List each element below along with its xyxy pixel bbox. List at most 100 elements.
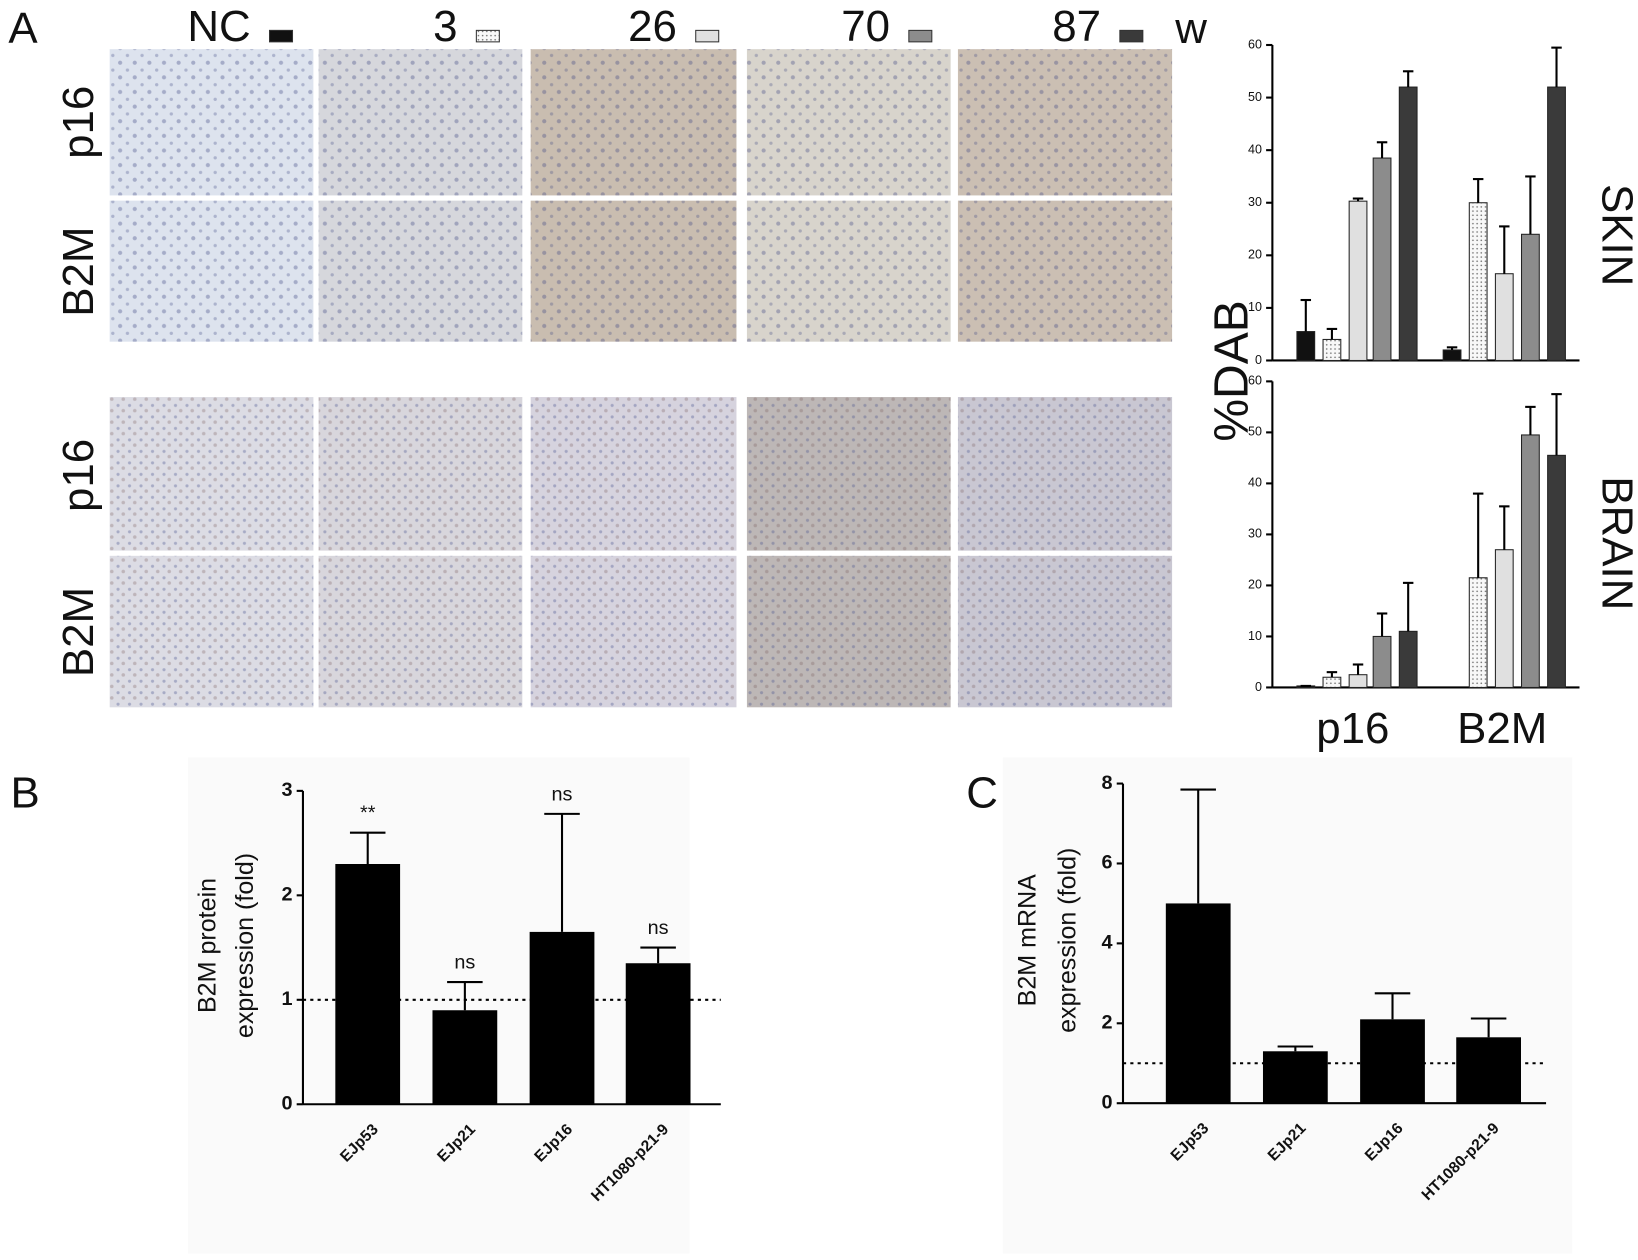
micrograph-texture	[109, 555, 314, 708]
y-tick-label: 40	[1248, 476, 1262, 490]
panel-b-background	[188, 757, 690, 1254]
y-tick-label: 50	[1248, 425, 1262, 439]
micrograph-texture	[318, 200, 523, 342]
bar	[1547, 86, 1566, 362]
row-label: B2M	[54, 227, 103, 317]
legend-label: 87	[1052, 2, 1101, 51]
legend-swatch	[475, 29, 500, 43]
y-tick-label: 10	[1248, 629, 1262, 643]
row-label: B2M	[54, 587, 103, 677]
bar	[625, 963, 691, 1105]
x-tick-label: p16	[1316, 704, 1389, 753]
micrograph-texture	[530, 200, 737, 342]
legend-swatch	[695, 29, 720, 43]
y-tick-label: 0	[281, 1093, 292, 1115]
micrograph-texture	[746, 200, 951, 342]
micrograph-texture	[530, 49, 737, 196]
legend-swatch	[268, 29, 294, 43]
row-label: p16	[54, 439, 103, 512]
bar	[1494, 273, 1514, 362]
micrograph-texture	[957, 200, 1173, 342]
y-tick-label: 40	[1248, 142, 1262, 156]
micrograph-texture	[957, 49, 1173, 196]
y-tick-label: 60	[1248, 37, 1262, 51]
legend-swatch	[908, 29, 933, 43]
bar	[1494, 549, 1514, 688]
micrograph-texture	[109, 397, 314, 551]
legend-swatch	[1119, 29, 1144, 43]
micrograph-texture	[109, 49, 314, 196]
y-tick-label: 2	[1102, 1012, 1113, 1034]
bar	[1360, 1019, 1425, 1104]
bar	[529, 931, 595, 1105]
panel-c-background	[1002, 757, 1573, 1254]
y-tick-label: 50	[1248, 90, 1262, 104]
y-tick-label: 8	[1102, 772, 1113, 794]
micrograph-texture	[530, 555, 737, 708]
significance-label: ns	[552, 783, 573, 805]
significance-label: **	[360, 802, 376, 824]
bar	[1547, 454, 1566, 688]
row-label: p16	[54, 86, 103, 159]
bar	[432, 1010, 498, 1105]
y-tick-label: 0	[1255, 353, 1262, 367]
y-tick-label: 0	[1255, 680, 1262, 694]
y-axis-label: expression (fold)	[231, 853, 259, 1038]
bar	[1322, 338, 1342, 362]
panel-label: A	[8, 4, 38, 53]
y-axis-label: expression (fold)	[1053, 848, 1081, 1033]
legend-label: 70	[841, 2, 890, 51]
y-tick-label: 20	[1248, 578, 1262, 592]
y-tick-label: 6	[1102, 852, 1113, 874]
y-axis-label: B2M protein	[194, 878, 222, 1013]
bar	[1348, 674, 1368, 688]
bar	[335, 864, 401, 1105]
bar	[1521, 434, 1540, 688]
bar	[1468, 202, 1488, 362]
micrograph-texture	[109, 200, 314, 342]
legend-label: 3	[433, 2, 457, 51]
y-axis-label: B2M mRNA	[1014, 874, 1042, 1007]
micrographs	[109, 49, 1173, 708]
y-tick-label: 0	[1102, 1091, 1113, 1113]
y-tick-label: 3	[281, 779, 292, 801]
bar	[1372, 635, 1392, 688]
y-tick-label: 20	[1248, 248, 1262, 262]
bar	[1456, 1037, 1521, 1104]
micrograph-texture	[746, 555, 951, 708]
significance-label: ns	[648, 917, 669, 939]
bar	[1398, 630, 1418, 688]
y-tick-label: 60	[1248, 374, 1262, 388]
bar	[1521, 233, 1540, 362]
micrograph-texture	[746, 397, 951, 551]
micrograph-texture	[318, 49, 523, 196]
legend-label: NC	[187, 2, 250, 51]
micrograph-texture	[746, 49, 951, 196]
significance-label: ns	[454, 951, 475, 973]
bar	[1322, 676, 1342, 688]
bar	[1262, 1051, 1328, 1104]
panel-label: B	[10, 769, 39, 818]
micrograph-texture	[318, 397, 523, 551]
x-tick-label: B2M	[1457, 704, 1547, 753]
panel-label: C	[966, 769, 998, 818]
bar	[1348, 200, 1368, 362]
micrograph-texture	[318, 555, 523, 708]
bar	[1468, 577, 1488, 688]
bar	[1165, 903, 1231, 1104]
y-tick-label: 10	[1248, 300, 1262, 314]
chart-title: SKIN	[1592, 184, 1638, 286]
y-tick-label: 30	[1248, 195, 1262, 209]
bar	[1442, 349, 1462, 362]
time-unit: w	[1174, 4, 1207, 53]
micrograph-texture	[957, 555, 1173, 708]
micrograph-texture	[957, 397, 1173, 551]
legend-label: 26	[628, 2, 677, 51]
micrograph-texture	[530, 397, 737, 551]
y-tick-label: 2	[281, 884, 292, 906]
y-tick-label: 30	[1248, 527, 1262, 541]
bar	[1296, 331, 1316, 362]
bar	[1398, 86, 1418, 362]
y-tick-label: 1	[281, 988, 292, 1010]
